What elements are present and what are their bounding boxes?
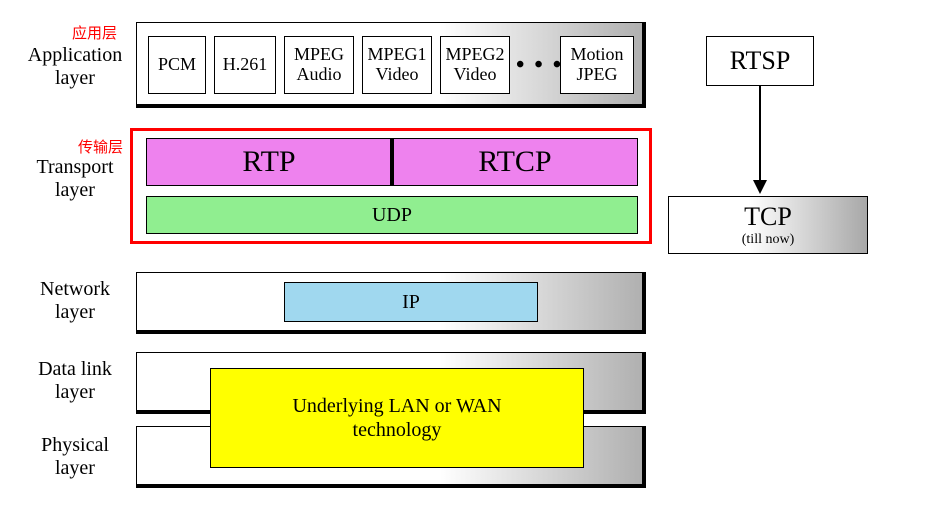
rtcp-box: RTCP — [392, 138, 638, 186]
note-app-cn: 应用层 — [72, 22, 117, 43]
codec-mpeg1: MPEG1 Video — [362, 36, 432, 94]
label-physical: Physical layer — [16, 434, 134, 480]
tcp-sublabel: (till now) — [742, 232, 795, 248]
udp-box: UDP — [146, 196, 638, 234]
rtsp-box: RTSP — [706, 36, 814, 86]
codec-mpeg2: MPEG2 Video — [440, 36, 510, 94]
rtp-box: RTP — [146, 138, 392, 186]
arrow-rtsp-to-tcp — [750, 86, 770, 194]
label-application: Application layer — [16, 44, 134, 90]
codec-motion-jpeg: Motion JPEG — [560, 36, 634, 94]
note-transport-cn: 传输层 — [78, 136, 123, 157]
codec-dots: • • • — [516, 52, 563, 79]
label-datalink: Data link layer — [16, 358, 134, 404]
codec-pcm: PCM — [148, 36, 206, 94]
codec-mpeg-audio: MPEG Audio — [284, 36, 354, 94]
codec-h261: H.261 — [214, 36, 276, 94]
rtp-rtcp-divider — [390, 138, 394, 186]
lan-wan-box: Underlying LAN or WAN technology — [210, 368, 584, 468]
label-network: Network layer — [16, 278, 134, 324]
tcp-box: TCP (till now) — [668, 196, 868, 254]
label-transport: Transport layer — [16, 156, 134, 202]
ip-box: IP — [284, 282, 538, 322]
tcp-label: TCP — [744, 202, 792, 232]
